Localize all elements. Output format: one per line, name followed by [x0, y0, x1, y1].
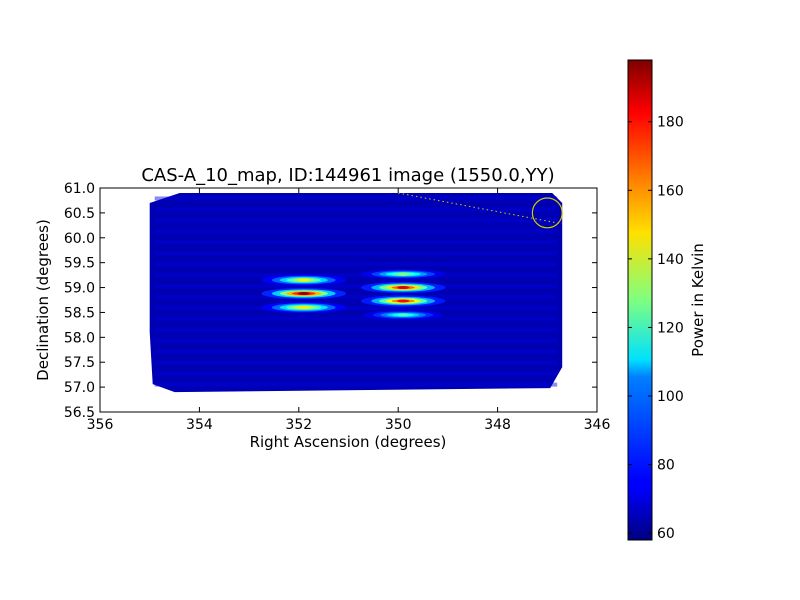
source-6 [360, 295, 446, 307]
source-4 [360, 269, 446, 279]
background-stripe [154, 273, 558, 278]
source-7 [363, 310, 443, 320]
x-tick-label: 348 [484, 417, 511, 433]
colorbar-tick-label: 100 [657, 389, 684, 405]
background-stripe [154, 240, 558, 245]
overlay-layer [398, 192, 563, 229]
y-tick-label: 57.0 [64, 380, 95, 396]
colorbar-tick-label: 80 [657, 458, 675, 474]
background-stripe [154, 305, 558, 310]
background-stripe [154, 327, 558, 332]
colorbar-tick-label: 140 [657, 252, 684, 268]
source-contour [297, 278, 310, 282]
background-stripe [154, 284, 558, 289]
y-tick-label: 60.5 [64, 206, 95, 222]
x-tick-label: 350 [385, 417, 412, 433]
background-stripe [154, 338, 558, 343]
source-contour [297, 292, 310, 296]
x-tick-label: 346 [584, 417, 611, 433]
y-tick-label: 59.5 [64, 256, 95, 272]
colorbar-label: Power in Kelvin [689, 243, 707, 357]
colorbar-tick-label: 120 [657, 320, 684, 336]
source-contour [397, 313, 410, 317]
source-1 [261, 274, 347, 286]
source-5 [360, 281, 446, 294]
y-axis-label: Declination (degrees) [34, 219, 52, 381]
coverage-region [149, 192, 563, 393]
source-contour [397, 286, 410, 290]
y-tick-label: 57.5 [64, 355, 95, 371]
source-3 [261, 301, 347, 314]
colorbar-tick-label: 160 [657, 183, 684, 199]
dotted-line [398, 192, 563, 225]
y-axis: 56.5 57.0 57.5 58.0 58.5 59.0 59.5 60.0 60.5 61.0 [64, 181, 597, 421]
background-stripe [154, 360, 558, 365]
x-axis-label: Right Ascension (degrees) [250, 433, 447, 451]
chart-title: CAS-A_10_map, ID:144961 image (1550.0,YY… [141, 165, 554, 186]
y-tick-label: 56.5 [64, 405, 95, 421]
x-tick-label: 356 [87, 417, 114, 433]
y-tick-label: 60.0 [64, 231, 95, 247]
background-stripe [154, 382, 558, 387]
background-stripe [154, 295, 558, 300]
y-tick-label: 58.0 [64, 330, 95, 346]
background-stripe [154, 196, 558, 201]
heatmap-layer [149, 192, 563, 393]
background-stripe [154, 316, 558, 321]
beam-circle [531, 197, 563, 229]
source-contour [397, 272, 410, 276]
y-tick-label: 58.5 [64, 305, 95, 321]
y-tick-label: 61.0 [64, 181, 95, 197]
background-stripe [154, 371, 558, 376]
plot-frame [99, 187, 598, 413]
source-contour [397, 299, 410, 303]
background-stripe [154, 251, 558, 256]
background-stripe [154, 349, 558, 354]
background-stripe [154, 229, 558, 234]
x-axis: 356 354 352 350 348 346 [87, 188, 611, 433]
y-tick-label: 59.0 [64, 281, 95, 297]
background-stripe [154, 218, 558, 223]
colorbar-tick-label: 60 [657, 526, 675, 542]
source-2 [261, 287, 347, 300]
background-stripe [154, 262, 558, 267]
x-tick-label: 352 [285, 417, 312, 433]
x-tick-label: 354 [186, 417, 213, 433]
colorbar [627, 59, 653, 541]
colorbar-axis: 60 80 100 120 140 160 180 [628, 115, 684, 542]
colorbar-tick-label: 180 [657, 115, 684, 131]
source-contour [297, 305, 310, 309]
background-stripe [154, 207, 558, 212]
